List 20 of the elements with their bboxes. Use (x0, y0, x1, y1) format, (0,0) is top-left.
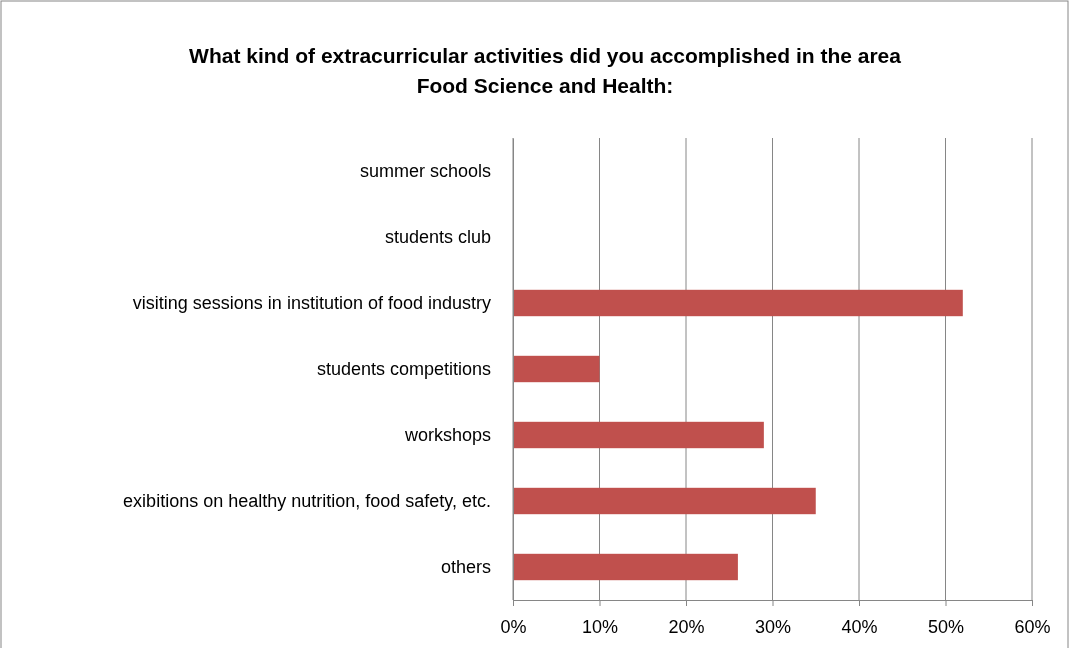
y-tick-label: workshops (403, 424, 491, 445)
bar (513, 289, 963, 317)
y-tick-label: exibitions on healthy nutrition, food safety, etc. (123, 490, 491, 511)
x-tick-label: 50% (927, 616, 965, 637)
bar (513, 355, 600, 383)
x-tick-label: 20% (668, 616, 705, 637)
bar (513, 487, 816, 515)
chart-title: What kind of extracurricular activities did you accomplished in the area Food Science and Health: (189, 44, 902, 97)
bar (513, 553, 738, 581)
y-tick-label: students competitions (316, 358, 491, 379)
y-tick-label: summer schools (359, 160, 491, 181)
x-tick-label: 30% (754, 616, 792, 637)
x-tick-label: 10% (581, 616, 619, 637)
x-tick-label: 40% (841, 616, 878, 637)
y-tick-label: visiting sessions in institution of food industry (132, 292, 491, 313)
y-tick-label: students club (384, 226, 491, 247)
y-tick-label: others (440, 556, 491, 577)
x-tick-label: 0% (500, 616, 527, 637)
bar (513, 421, 764, 449)
x-tick-label: 60% (1014, 616, 1051, 637)
